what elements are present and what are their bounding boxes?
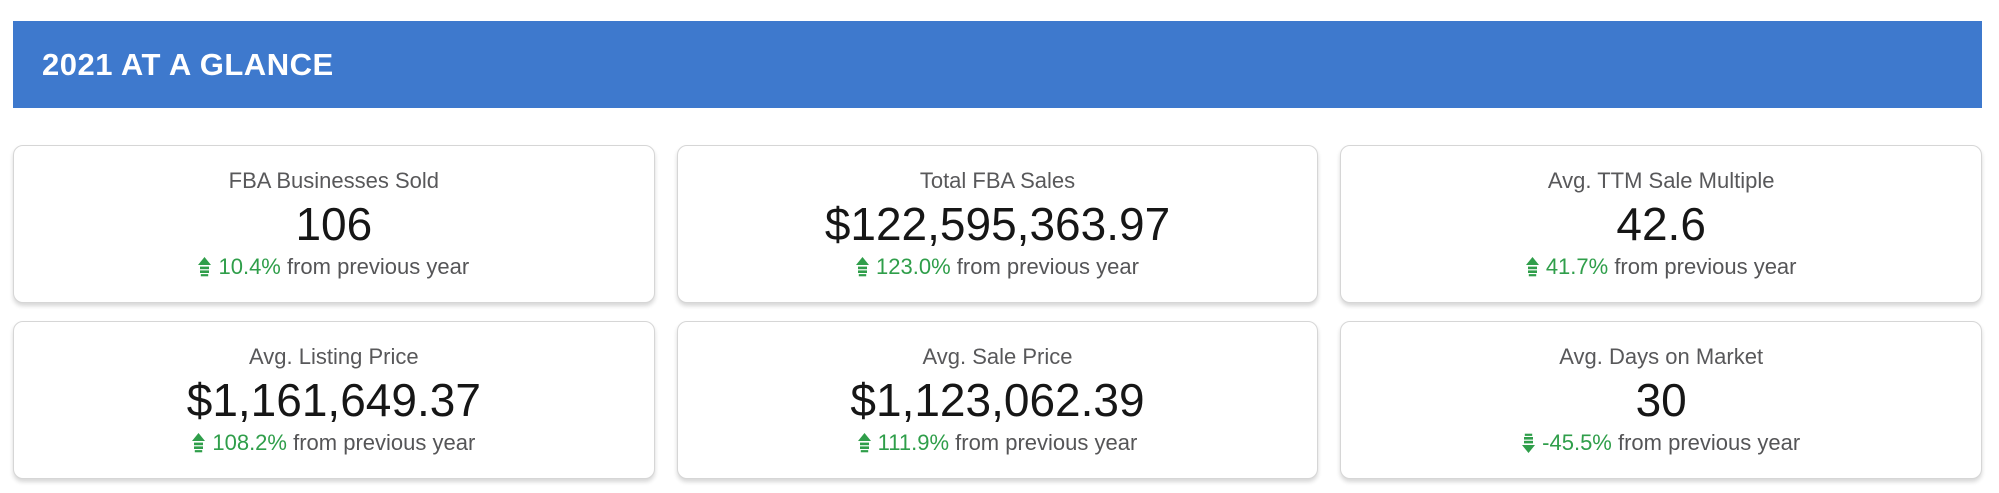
change-percent: 108.2% — [212, 430, 287, 456]
stat-change: 10.4% from previous year — [198, 254, 469, 280]
arrow-down-icon — [1522, 433, 1536, 454]
change-percent: 111.9% — [877, 430, 950, 456]
stat-label: Avg. Listing Price — [249, 343, 419, 369]
arrow-up-icon — [198, 257, 212, 277]
change-suffix: from previous year — [280, 254, 470, 280]
stat-label: Avg. TTM Sale Multiple — [1547, 167, 1775, 193]
stat-value: 42.6 — [1616, 197, 1706, 250]
change-percent: 41.7% — [1545, 254, 1609, 280]
stat-card-fba-businesses-sold: FBA Businesses Sold 106 10.4% from previ… — [13, 145, 655, 303]
change-suffix: from previous year — [1611, 430, 1801, 456]
stat-change: -45.5% from previous year — [1522, 430, 1800, 456]
arrow-up-icon — [192, 433, 206, 453]
stat-value: $1,161,649.37 — [186, 373, 481, 426]
change-suffix: from previous year — [1608, 254, 1797, 280]
stat-label: Avg. Days on Market — [1559, 343, 1764, 369]
stat-change: 108.2% from previous year — [192, 430, 475, 456]
arrow-up-icon — [856, 257, 870, 277]
stat-card-avg-listing-price: Avg. Listing Price $1,161,649.37 108.2% … — [13, 321, 655, 479]
arrow-up-icon — [857, 433, 871, 453]
stat-label: Avg. Sale Price — [922, 343, 1073, 369]
stat-card-avg-days-on-market: Avg. Days on Market 30 -45.5% from previ… — [1340, 321, 1982, 479]
change-suffix: from previous year — [286, 430, 476, 456]
stat-card-avg-sale-price: Avg. Sale Price $1,123,062.39 111.9% fro… — [676, 321, 1319, 479]
change-percent: 10.4% — [218, 254, 281, 280]
stat-change: 41.7% from previous year — [1525, 254, 1797, 280]
stat-value: 30 — [1635, 373, 1687, 426]
stat-label: Total FBA Sales — [919, 167, 1076, 193]
stat-label: FBA Businesses Sold — [228, 167, 439, 193]
stat-value: $1,123,062.39 — [850, 373, 1145, 426]
change-suffix: from previous year — [950, 254, 1139, 280]
change-suffix: from previous year — [949, 430, 1138, 456]
stat-card-total-fba-sales: Total FBA Sales $122,595,363.97 123.0% f… — [676, 145, 1319, 303]
stats-grid: FBA Businesses Sold 106 10.4% from previ… — [13, 145, 1982, 479]
change-percent: 123.0% — [876, 254, 951, 280]
stat-value: 106 — [295, 197, 373, 250]
stat-card-avg-ttm-sale-multiple: Avg. TTM Sale Multiple 42.6 41.7% from p… — [1340, 145, 1982, 303]
stat-change: 123.0% from previous year — [856, 254, 1139, 280]
year-banner: 2021 AT A GLANCE — [13, 21, 1982, 108]
page-title: 2021 AT A GLANCE — [42, 46, 334, 82]
stat-value: $122,595,363.97 — [824, 197, 1171, 250]
change-percent: -45.5% — [1542, 430, 1612, 456]
stat-change: 111.9% from previous year — [857, 430, 1138, 456]
arrow-up-icon — [1525, 257, 1539, 277]
